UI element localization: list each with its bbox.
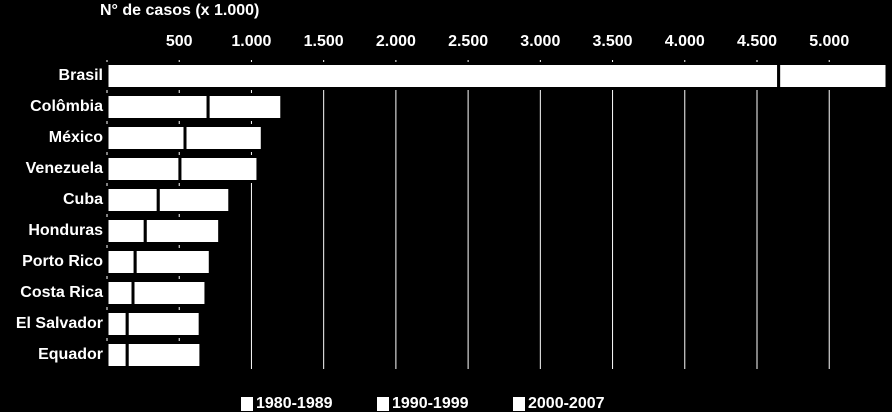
bar-segment [131,279,208,307]
bar-segment [105,62,781,90]
bar-segment [178,155,260,183]
bar-segment [105,155,182,183]
bar-segment [105,186,160,214]
chart-title: N° de casos (x 1.000) [100,2,259,19]
bar-segment [133,248,212,276]
y-tick-label: Cuba [63,191,103,208]
y-tick-label: Venezuela [26,160,103,177]
x-tick-label: 5.000 [809,33,849,50]
x-tick-label: 1.500 [304,33,344,50]
legend-label: 1980-1989 [256,395,333,412]
bar-segment [105,217,147,245]
bar-segment [105,93,210,121]
bar-segment [125,341,203,369]
legend-label: 2000-2007 [528,395,605,412]
bar-segment [105,310,129,338]
bar-segment [183,124,264,152]
bar-segment [206,93,284,121]
bar-segment [105,248,137,276]
legend-label: 1990-1999 [392,395,469,412]
x-tick-label: 3.500 [593,33,633,50]
y-tick-label: Brasil [59,67,103,84]
legend-swatch [513,397,525,411]
bar-segment [777,62,889,90]
x-tick-label: 1.000 [231,33,271,50]
y-tick-label: Costa Rica [20,284,103,301]
y-tick-label: El Salvador [16,315,103,332]
bar-segment [156,186,232,214]
y-tick-label: Equador [38,346,103,363]
x-tick-label: 3.000 [520,33,560,50]
y-tick-label: Colômbia [30,98,103,115]
y-tick-label: México [49,129,103,146]
x-tick-label: 500 [166,33,193,50]
y-tick-label: Honduras [28,222,103,239]
legend-swatch [241,397,253,411]
x-tick-label: 2.500 [448,33,488,50]
x-tick-label: 4.500 [737,33,777,50]
x-tick-label: 2.000 [376,33,416,50]
bar-segment [105,124,187,152]
x-tick-label: 4.000 [665,33,705,50]
bar-segment [105,279,135,307]
bar-segment [125,310,202,338]
y-tick-label: Porto Rico [22,253,103,270]
bar-segment [105,341,129,369]
legend-swatch [377,397,389,411]
bar-segment [143,217,222,245]
